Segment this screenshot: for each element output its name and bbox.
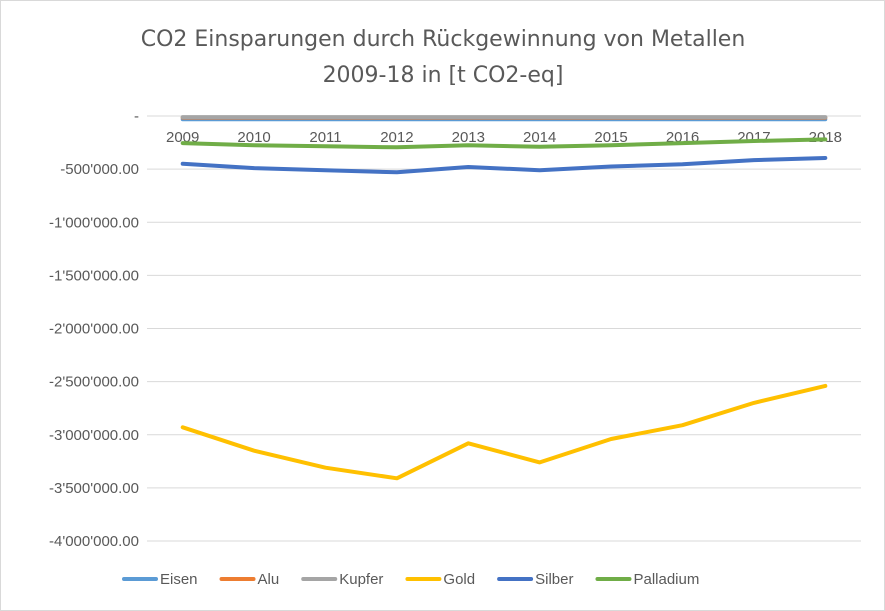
series-line-palladium [180,137,828,150]
series-lines [180,115,828,481]
y-tick-label: -2'500'000.00 [49,374,139,391]
legend-item-kupfer: Kupfer [301,571,383,588]
legend-item-palladium: Palladium [595,571,699,588]
x-tick-label: 2015 [594,129,627,146]
x-tick-label: 2014 [523,129,556,146]
y-tick-label: -2'000'000.00 [49,321,139,338]
legend-label: Kupfer [339,571,383,588]
x-tick-label: 2013 [452,129,485,146]
x-tick-label: 2010 [237,129,270,146]
legend-item-eisen: Eisen [122,571,198,588]
chart-title-line-2: 2009-18 in [t CO2-eq] [323,63,564,88]
legend-label: Palladium [633,571,699,588]
y-tick-label: -1'500'000.00 [49,267,139,284]
legend-label: Gold [443,571,475,588]
chart-title-line-1: CO2 Einsparungen durch Rückgewinnung von… [141,27,746,52]
x-tick-label: 2017 [737,129,770,146]
legend-item-alu: Alu [219,571,280,588]
series-line-gold [180,383,828,481]
y-tick-label: -3'500'000.00 [49,480,139,497]
y-tick-label: -500'000.00 [60,161,139,178]
legend-label: Silber [535,571,573,588]
y-tick-label: -1'000'000.00 [49,214,139,231]
legend-label: Alu [258,571,280,588]
y-tick-label: -3'000'000.00 [49,427,139,444]
gridlines [147,115,861,542]
y-axis-tick-labels: - -500'000.00 -1'000'000.00 -1'500'000.00 -2… [49,108,139,550]
x-tick-label: 2012 [380,129,413,146]
legend: Eisen Alu Kupfer Gold Silber Palladium [122,571,699,588]
series-line-silber [180,156,828,175]
x-tick-label: 2011 [309,129,341,146]
legend-label: Eisen [160,571,198,588]
y-tick-label: - [134,108,139,125]
y-tick-label: -4'000'000.00 [49,533,139,550]
legend-item-silber: Silber [497,571,573,588]
legend-item-gold: Gold [405,571,475,588]
